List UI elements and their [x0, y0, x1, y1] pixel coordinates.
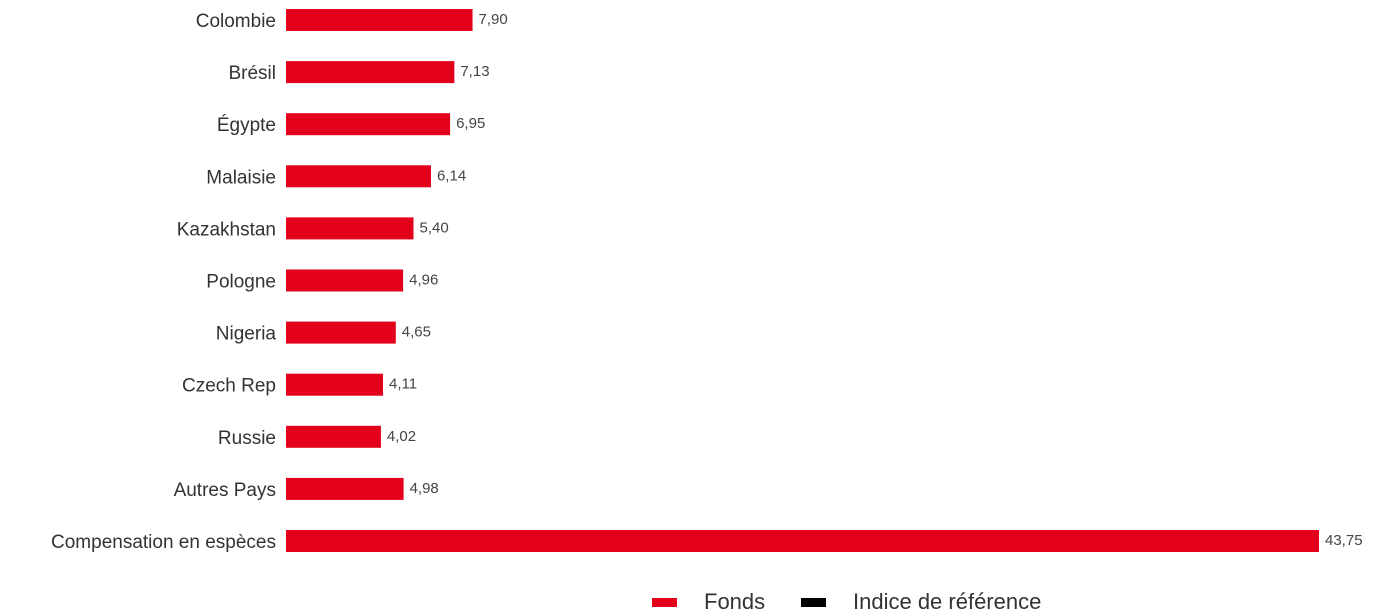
bar [286, 9, 473, 31]
legend-swatch [801, 598, 826, 607]
y-tick-label: Brésil [228, 63, 276, 84]
value-label: 4,98 [410, 480, 439, 497]
bar [286, 321, 396, 344]
bar [286, 165, 431, 188]
value-label: 4,96 [409, 271, 438, 288]
bar [286, 425, 381, 448]
legend-label: Fonds [704, 589, 765, 613]
bar [286, 113, 451, 136]
bar [286, 269, 404, 292]
y-tick-label: Pologne [206, 272, 276, 293]
y-tick-label: Kazakhstan [177, 219, 276, 240]
value-label: 43,75 [1325, 532, 1363, 549]
y-tick-label: Russie [218, 428, 276, 449]
legend-label: Indice de référence [853, 589, 1041, 613]
y-tick-label: Malaisie [206, 167, 276, 188]
bar [286, 373, 384, 396]
bar [286, 61, 455, 84]
value-label: 4,11 [389, 376, 417, 393]
value-label: 7,13 [460, 63, 489, 80]
bar [286, 530, 1319, 552]
y-tick-label: Colombie [196, 11, 276, 32]
y-tick-label: Compensation en espèces [51, 532, 276, 553]
y-tick-label: Nigeria [216, 324, 277, 345]
value-label: 6,95 [456, 115, 485, 132]
value-label: 4,65 [402, 324, 431, 341]
value-label: 4,02 [387, 428, 416, 445]
y-tick-label: Autres Pays [174, 480, 276, 501]
y-tick-label: Égypte [217, 115, 276, 136]
value-label: 5,40 [420, 219, 449, 236]
value-label: 6,14 [437, 167, 466, 184]
bar [286, 477, 404, 500]
y-tick-label: Czech Rep [182, 376, 276, 397]
value-label: 7,90 [479, 11, 508, 28]
bar [286, 217, 414, 240]
legend-swatch [652, 598, 677, 607]
